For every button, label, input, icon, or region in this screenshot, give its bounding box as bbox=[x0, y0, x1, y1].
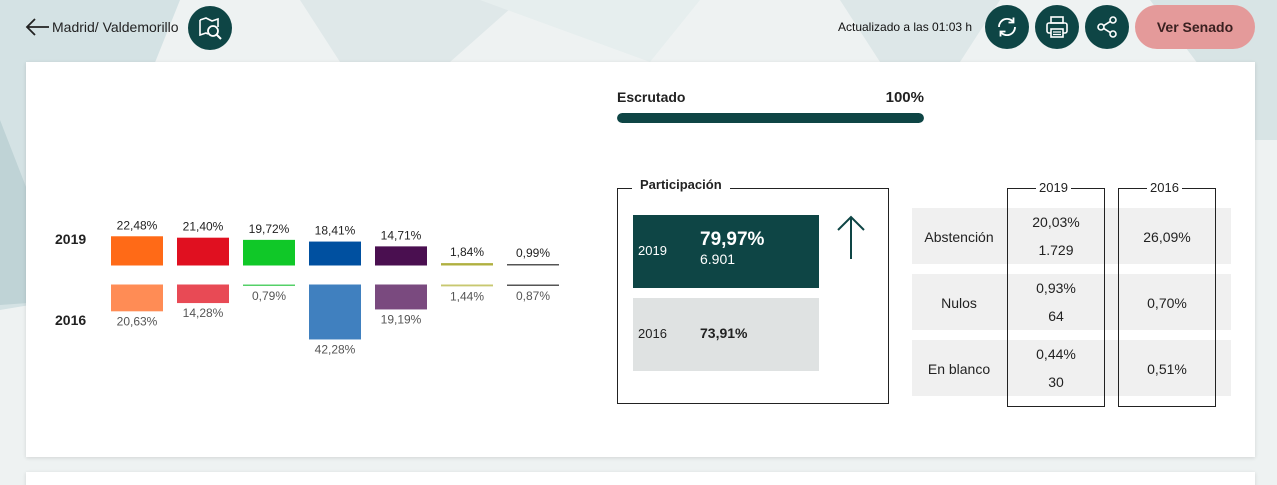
participation-2016-pct: 73,91% bbox=[700, 325, 748, 341]
stat-label: Nulos bbox=[941, 295, 977, 311]
back-link[interactable]: Madrid/ Valdemorillo bbox=[24, 16, 179, 38]
bar-2016 bbox=[441, 284, 493, 287]
stat-pct-2016: 0,70% bbox=[1147, 295, 1187, 311]
share-button[interactable] bbox=[1085, 5, 1129, 49]
stat-pct-2016: 0,51% bbox=[1147, 361, 1187, 377]
bar-label-2016: 14,28% bbox=[183, 306, 224, 320]
chart-year-2019: 2019 bbox=[55, 231, 87, 247]
bar-2019 bbox=[243, 239, 295, 266]
stat-pct-2019: 0,93% bbox=[1036, 280, 1076, 296]
print-icon bbox=[1046, 16, 1068, 38]
chart-year-2016: 2016 bbox=[55, 312, 87, 328]
bar-label-2016: 0,87% bbox=[516, 289, 550, 303]
escrutado-value: 100% bbox=[885, 89, 924, 106]
bar-label-2016: 0,79% bbox=[252, 289, 286, 303]
search-map-icon bbox=[199, 17, 222, 40]
next-card bbox=[26, 472, 1255, 485]
bar-2019 bbox=[441, 263, 493, 266]
bar-label-2016: 19,19% bbox=[381, 312, 422, 326]
participation-2019-votes: 6.901 bbox=[700, 251, 736, 267]
participation-2019: 2019 79,97% 6.901 bbox=[633, 215, 819, 288]
bar-2016 bbox=[111, 284, 163, 312]
participation-2016-year: 2016 bbox=[638, 326, 667, 341]
column-2016-header: 2016 bbox=[1147, 180, 1182, 195]
location-label: Madrid/ Valdemorillo bbox=[52, 19, 179, 35]
stat-pct-2016: 26,09% bbox=[1143, 229, 1191, 245]
bar-2019 bbox=[309, 241, 361, 266]
participation-2016: 2016 73,91% bbox=[633, 298, 819, 371]
bar-label-2019: 21,40% bbox=[183, 220, 224, 234]
ver-senado-button[interactable]: Ver Senado bbox=[1135, 5, 1255, 49]
bar-2019 bbox=[375, 246, 427, 266]
bar-2016 bbox=[507, 284, 559, 286]
bar-2019 bbox=[507, 264, 559, 266]
stat-row-nulos bbox=[912, 274, 1231, 330]
escrutado-label: Escrutado bbox=[617, 89, 686, 105]
party-results-chart: 22,48% 21,40% 19,72% 18,41% 14,71% 1,84% 0,99%… bbox=[111, 218, 559, 356]
column-2019-header: 2019 bbox=[1036, 180, 1071, 195]
escrutado-progress-fill bbox=[617, 113, 924, 123]
bar-2016 bbox=[375, 284, 427, 310]
arrow-left-icon bbox=[25, 18, 49, 36]
participation-box bbox=[617, 188, 889, 404]
print-button[interactable] bbox=[1035, 5, 1079, 49]
stat-count-2019: 30 bbox=[1048, 374, 1064, 390]
bar-label-2019: 14,71% bbox=[381, 228, 422, 242]
bar-2016 bbox=[243, 284, 295, 286]
stat-count-2019: 64 bbox=[1048, 308, 1064, 324]
stat-pct-2019: 0,44% bbox=[1036, 346, 1076, 362]
bar-2019 bbox=[177, 237, 229, 266]
stat-row-blanco bbox=[912, 340, 1231, 396]
refresh-button[interactable] bbox=[985, 5, 1029, 49]
search-map-button[interactable] bbox=[188, 6, 232, 50]
participation-2019-pct: 79,97% bbox=[700, 229, 765, 250]
refresh-icon bbox=[998, 17, 1016, 37]
bar-label-2016: 42,28% bbox=[315, 342, 356, 356]
participation-2019-year: 2019 bbox=[638, 243, 667, 258]
bar-label-2019: 18,41% bbox=[315, 224, 356, 238]
bar-label-2019: 19,72% bbox=[249, 222, 290, 236]
stat-pct-2019: 20,03% bbox=[1032, 214, 1080, 230]
stat-count-2019: 1.729 bbox=[1038, 242, 1074, 258]
arrow-up-icon bbox=[837, 215, 865, 259]
bar-label-2019: 22,48% bbox=[117, 218, 158, 232]
stat-label: Abstención bbox=[924, 229, 994, 245]
bar-label-2016: 1,44% bbox=[450, 289, 484, 303]
stat-label: En blanco bbox=[927, 361, 991, 377]
updated-time: Actualizado a las 01:03 h bbox=[838, 20, 973, 34]
bar-label-2016: 20,63% bbox=[117, 314, 158, 328]
bar-2016 bbox=[177, 284, 229, 304]
share-icon bbox=[1097, 16, 1117, 38]
bar-2019 bbox=[111, 236, 163, 266]
bar-2016 bbox=[309, 284, 361, 340]
bar-label-2019: 0,99% bbox=[516, 246, 550, 260]
participation-title: Participación bbox=[632, 177, 730, 192]
stat-row-abstencion bbox=[912, 208, 1231, 264]
bar-label-2019: 1,84% bbox=[450, 245, 484, 259]
escrutado-progress bbox=[617, 113, 924, 123]
